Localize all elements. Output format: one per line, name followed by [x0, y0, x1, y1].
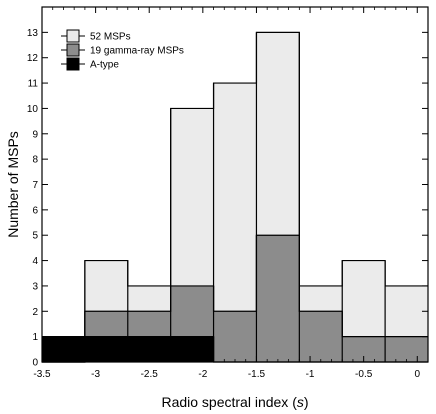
bar-series3-bin4	[170, 336, 214, 362]
x-tick-label: -2.5	[141, 369, 159, 380]
x-tick-label: -1	[306, 369, 315, 380]
outline-series-1	[42, 31, 428, 363]
legend-swatch-2	[66, 43, 80, 57]
y-tick-label: 6	[32, 205, 38, 216]
x-axis-title-suffix: )	[304, 394, 309, 410]
x-tick-label: -1.5	[248, 369, 266, 380]
legend: 52 MSPs 19 gamma-ray MSPs A-type	[61, 29, 184, 71]
bars-layer	[42, 31, 428, 363]
legend-swatch-3	[66, 57, 80, 71]
y-tick-label: 11	[28, 79, 39, 90]
x-axis-title: Radio spectral index (s)	[161, 394, 308, 410]
bar-series2-bin7	[299, 311, 343, 362]
x-tick-label: -3.5	[33, 369, 51, 380]
y-tick-label: 0	[32, 358, 38, 369]
y-axis-title: Number of MSPs	[5, 131, 21, 238]
x-tick-label: -2	[198, 369, 207, 380]
legend-label-3: A-type	[90, 60, 119, 71]
x-tick-label: -3	[91, 369, 100, 380]
x-axis-title-text: Radio spectral index (	[161, 394, 297, 410]
bar-series2-bin9	[385, 336, 428, 362]
legend-label-2: 19 gamma-ray MSPs	[90, 46, 184, 57]
legend-swatch-1	[66, 29, 80, 43]
x-tick-label: 0	[414, 369, 420, 380]
bar-series2-bin5	[213, 311, 257, 362]
bar-series2-bin6	[256, 235, 300, 362]
y-tick-label: 4	[32, 256, 38, 267]
y-tick-label: 8	[32, 155, 38, 166]
y-tick-label: 13	[27, 28, 39, 39]
y-tick-label: 3	[32, 281, 38, 292]
y-tick-label: 9	[32, 129, 38, 140]
ticks-layer: -3.5 -3 -2.5 -2 -1.5 -1 -0.5 001234567891011121…	[27, 7, 428, 380]
y-tick-label: 10	[27, 104, 39, 115]
x-axis-title-symbol: s	[297, 394, 304, 410]
y-tick-label: 2	[32, 307, 38, 318]
series-3	[42, 336, 428, 363]
bar-series3-bin1	[42, 336, 85, 362]
bar-series3-bin2	[84, 336, 128, 362]
y-tick-label: 1	[32, 332, 38, 343]
y-tick-label: 7	[32, 180, 38, 191]
y-tick-label: 12	[27, 53, 39, 64]
x-tick-label: -0.5	[355, 369, 373, 380]
y-tick-label: 5	[32, 231, 38, 242]
legend-label-1: 52 MSPs	[90, 32, 131, 43]
